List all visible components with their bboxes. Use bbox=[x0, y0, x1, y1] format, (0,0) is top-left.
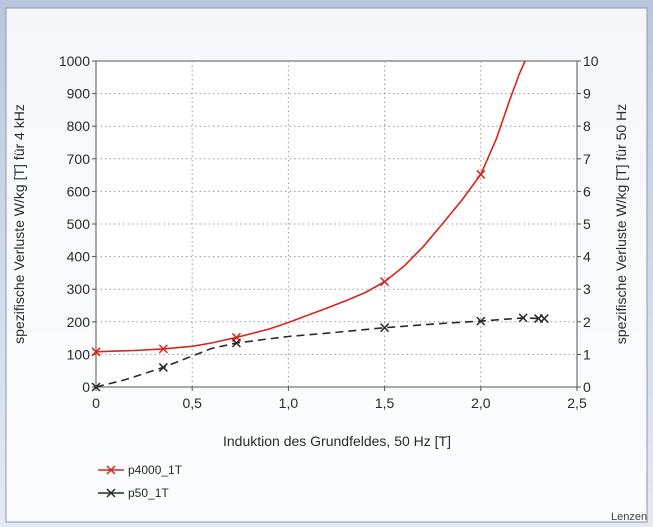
x-tick-label: 1,0 bbox=[279, 395, 299, 411]
legend: p4000_1T p50_1T bbox=[98, 463, 183, 500]
y-left-tick-label: 1000 bbox=[59, 53, 90, 69]
y-left-tick-label: 500 bbox=[67, 216, 91, 232]
series-line-p50_1T bbox=[95, 317, 545, 388]
y-right-tick-label: 3 bbox=[583, 281, 591, 297]
y-axis-label-right: spezifische Verluste W/kg [T] für 50 Hz bbox=[613, 104, 629, 344]
y-right-tick-label: 4 bbox=[583, 249, 591, 265]
x-axis-label: Induktion des Grundfeldes, 50 Hz [T] bbox=[223, 433, 451, 449]
data-point-p4000_1T bbox=[380, 277, 390, 287]
legend-marker-p50 bbox=[106, 488, 116, 498]
y-right-tick-label: 1 bbox=[583, 346, 591, 362]
y-left-tick-label: 700 bbox=[67, 151, 91, 167]
legend-item-p4000: p4000_1T bbox=[98, 463, 183, 477]
data-point-p50_1T bbox=[476, 316, 486, 326]
x-tick-label: 0,5 bbox=[182, 395, 202, 411]
x-tick-label: 2,5 bbox=[567, 395, 587, 411]
series-layer bbox=[91, 60, 549, 392]
y-right-tick-label: 8 bbox=[583, 118, 591, 134]
data-point-p50_1T bbox=[518, 313, 528, 323]
y-left-tick-label: 200 bbox=[67, 314, 91, 330]
legend-marker-p4000 bbox=[106, 465, 116, 475]
data-point-p50_1T bbox=[91, 382, 101, 392]
x-tick-label: 2,0 bbox=[471, 395, 491, 411]
y-left-tick-label: 100 bbox=[67, 346, 91, 362]
y-left-tick-label: 800 bbox=[67, 118, 91, 134]
y-right-tick-label: 9 bbox=[583, 86, 591, 102]
data-point-p50_1T bbox=[380, 323, 390, 333]
y-left-tick-label: 300 bbox=[67, 281, 91, 297]
y-left-tick-label: 900 bbox=[67, 86, 91, 102]
y-right-tick-label: 2 bbox=[583, 314, 591, 330]
y-left-tick-label: 0 bbox=[82, 379, 90, 395]
data-point-p4000_1T bbox=[476, 169, 486, 179]
data-point-p4000_1T bbox=[158, 344, 168, 354]
data-point-p4000_1T bbox=[91, 347, 101, 357]
legend-item-p50: p50_1T bbox=[98, 486, 169, 500]
y-left-tick-label: 400 bbox=[67, 249, 91, 265]
y-axis-label-left: spezifische Verluste W/kg [T] für 4 kHz bbox=[11, 104, 27, 344]
y-right-tick-label: 6 bbox=[583, 183, 591, 199]
x-tick-label: 0 bbox=[92, 395, 100, 411]
legend-label-p4000: p4000_1T bbox=[128, 463, 183, 477]
data-point-p50_1T bbox=[231, 338, 241, 348]
y-right-tick-label: 0 bbox=[583, 379, 591, 395]
legend-label-p50: p50_1T bbox=[128, 486, 169, 500]
data-point-p50_1T bbox=[158, 362, 168, 372]
data-point-p50_1T bbox=[539, 314, 549, 324]
y-right-tick-label: 10 bbox=[583, 53, 599, 69]
grid-layer bbox=[96, 61, 577, 387]
y-right-tick-label: 5 bbox=[583, 216, 591, 232]
credit-text: Lenzen bbox=[611, 511, 647, 523]
series-line-p4000_1T bbox=[95, 60, 526, 353]
x-tick-label: 1,5 bbox=[375, 395, 395, 411]
tick-layer: 0 0,5 1,0 1,5 2,0 2,5010020030040050060070080… bbox=[59, 53, 599, 411]
y-left-tick-label: 600 bbox=[67, 183, 91, 199]
y-right-tick-label: 7 bbox=[583, 151, 591, 167]
